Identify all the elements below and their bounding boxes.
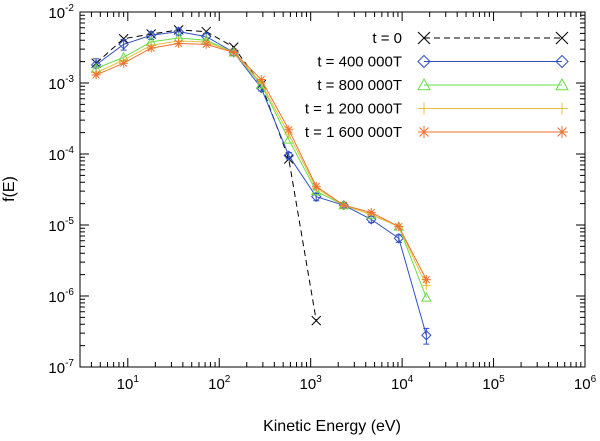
legend: t = 0 t = 400 000T t = 800 000T t = 1 200 0… bbox=[305, 30, 569, 141]
data-point bbox=[421, 330, 432, 341]
data-point bbox=[146, 43, 156, 53]
y-tick-label-base: 10 bbox=[48, 218, 65, 235]
legend-item: t = 1 200 000T bbox=[305, 101, 568, 118]
y-tick-label-base: 10 bbox=[48, 147, 65, 164]
data-point bbox=[311, 315, 322, 326]
legend-marker bbox=[418, 102, 430, 115]
data-point bbox=[118, 33, 129, 44]
series-line bbox=[95, 29, 317, 321]
y-tick-label-base: 10 bbox=[48, 5, 65, 22]
y-tick-label: 10-3 bbox=[48, 74, 74, 93]
data-point bbox=[173, 26, 184, 37]
x-tick-label-exponent: 5 bbox=[499, 374, 505, 385]
legend-item: t = 400 000T bbox=[317, 54, 569, 71]
y-tick-label: 10-6 bbox=[48, 287, 74, 306]
x-tick-label-base: 10 bbox=[208, 376, 225, 393]
x-tick-label-exponent: 1 bbox=[133, 374, 139, 385]
x-tick-label: 104 bbox=[391, 374, 414, 393]
x-tick-label-exponent: 6 bbox=[591, 374, 597, 385]
x-tick-label: 103 bbox=[300, 374, 323, 393]
data-point bbox=[229, 47, 239, 57]
series-1 bbox=[90, 26, 432, 345]
x-tick-label-base: 10 bbox=[117, 376, 134, 393]
legend-item: t = 1 600 000T bbox=[305, 124, 568, 141]
y-axis-title: f(E) bbox=[1, 176, 18, 202]
data-point bbox=[283, 150, 294, 161]
y-tick-label: 10-4 bbox=[48, 145, 74, 164]
y-tick-label-exponent: -5 bbox=[65, 216, 74, 227]
data-point bbox=[145, 30, 157, 41]
x-tick-label-base: 10 bbox=[574, 376, 591, 393]
y-tick-label-base: 10 bbox=[48, 76, 65, 93]
x-tick-label-base: 10 bbox=[300, 376, 317, 393]
y-tick-label-exponent: -4 bbox=[65, 145, 74, 156]
plot-frame bbox=[79, 11, 586, 368]
x-tick-label-base: 10 bbox=[482, 376, 499, 393]
x-tick-label: 106 bbox=[574, 374, 597, 393]
legend-marker bbox=[417, 54, 431, 69]
data-point bbox=[421, 275, 431, 285]
data-point bbox=[310, 185, 322, 196]
y-tick-label: 10-2 bbox=[48, 3, 74, 22]
legend-marker bbox=[555, 77, 569, 91]
y-tick-label: 10-7 bbox=[48, 358, 74, 377]
legend-marker bbox=[417, 31, 431, 45]
legend-item: t = 800 000T bbox=[317, 77, 569, 94]
x-tick-label-exponent: 2 bbox=[225, 374, 231, 385]
series-group bbox=[90, 25, 432, 345]
y-tick-label-exponent: -3 bbox=[65, 74, 74, 85]
legend-label: t = 400 000T bbox=[317, 54, 402, 71]
data-point bbox=[394, 222, 404, 232]
y-tick-label-exponent: -7 bbox=[65, 358, 74, 369]
series-0 bbox=[91, 25, 322, 326]
data-point bbox=[366, 207, 376, 217]
data-point bbox=[119, 58, 129, 68]
data-point bbox=[91, 70, 101, 80]
x-tick-label: 101 bbox=[117, 374, 140, 393]
data-point bbox=[311, 191, 322, 202]
legend-marker bbox=[555, 54, 569, 69]
x-tick-label-base: 10 bbox=[391, 376, 408, 393]
data-point bbox=[420, 292, 432, 302]
data-point bbox=[393, 233, 405, 244]
legend-item: t = 0 bbox=[372, 30, 569, 47]
data-point bbox=[201, 39, 211, 49]
legend-label: t = 1 200 000T bbox=[305, 101, 402, 118]
data-point bbox=[118, 39, 129, 50]
y-tick-label-exponent: -6 bbox=[65, 287, 74, 298]
series-3 bbox=[91, 36, 431, 291]
legend-label: t = 800 000T bbox=[317, 77, 402, 94]
legend-marker bbox=[555, 31, 569, 45]
legend-label: t = 0 bbox=[372, 30, 402, 47]
x-tick-label-exponent: 3 bbox=[316, 374, 322, 385]
data-point bbox=[256, 75, 266, 85]
series-4 bbox=[91, 39, 431, 285]
x-tick-label: 102 bbox=[208, 374, 231, 393]
y-tick-label-base: 10 bbox=[48, 289, 65, 306]
data-point bbox=[174, 39, 184, 49]
y-tick-label: 10-5 bbox=[48, 216, 74, 235]
x-axis-title: Kinetic Energy (eV) bbox=[263, 418, 401, 435]
y-tick-label-exponent: -2 bbox=[65, 3, 74, 14]
legend-label: t = 1 600 000T bbox=[305, 124, 402, 141]
x-tick-label-exponent: 4 bbox=[408, 374, 414, 385]
data-point bbox=[339, 200, 349, 210]
legend-marker bbox=[556, 102, 568, 115]
data-point bbox=[311, 181, 321, 191]
y-tick-label-base: 10 bbox=[48, 360, 65, 377]
ticks-group: 101 102 103 104 105 10610-710-610-510-410-310… bbox=[48, 3, 596, 393]
series-2 bbox=[90, 32, 432, 302]
legend-marker bbox=[418, 126, 430, 138]
legend-marker bbox=[556, 126, 568, 138]
legend-marker bbox=[417, 77, 431, 91]
x-tick-label: 105 bbox=[482, 374, 505, 393]
data-point bbox=[284, 125, 294, 135]
